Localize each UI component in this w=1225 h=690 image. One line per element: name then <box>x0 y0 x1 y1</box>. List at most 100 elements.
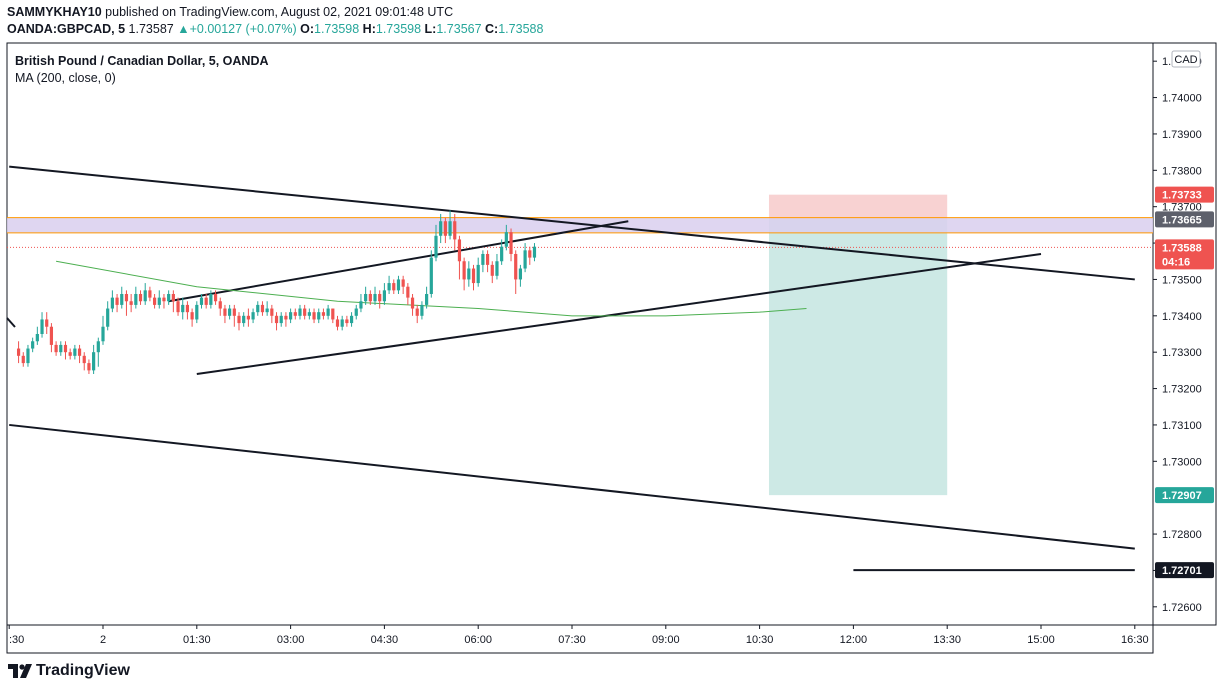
candle[interactable] <box>532 243 537 262</box>
candle[interactable] <box>429 250 433 298</box>
candle[interactable] <box>54 341 58 356</box>
candle[interactable] <box>73 344 77 360</box>
candle[interactable] <box>373 286 377 305</box>
candle[interactable] <box>349 312 354 327</box>
publisher-name[interactable]: SAMMYKHAY10 <box>7 5 102 19</box>
candle[interactable] <box>228 304 232 320</box>
candle[interactable] <box>115 293 119 313</box>
candle[interactable] <box>134 286 138 309</box>
candle[interactable] <box>181 297 185 320</box>
candle[interactable] <box>523 243 527 273</box>
candle[interactable] <box>448 210 452 240</box>
trendline-wedge-bottom[interactable] <box>196 252 1042 376</box>
candle[interactable] <box>368 290 372 305</box>
candle[interactable] <box>59 341 63 356</box>
candle[interactable] <box>232 304 236 327</box>
candle[interactable] <box>171 290 175 313</box>
candle[interactable] <box>500 239 504 265</box>
candle[interactable] <box>246 308 250 327</box>
candle[interactable] <box>425 286 429 309</box>
candle[interactable] <box>45 312 49 334</box>
candle[interactable] <box>96 337 100 367</box>
candle[interactable] <box>514 250 518 294</box>
price-tag[interactable]: 1.72701 <box>1155 562 1214 579</box>
price-tag[interactable]: 1.73665 <box>1155 211 1214 228</box>
candle[interactable] <box>124 290 129 316</box>
candle[interactable] <box>303 304 307 320</box>
candle[interactable] <box>21 352 25 367</box>
candle[interactable] <box>439 213 443 244</box>
tradingview-brand[interactable]: TradingView <box>8 662 130 680</box>
candle[interactable] <box>410 293 415 316</box>
candle[interactable] <box>260 301 265 316</box>
candle[interactable] <box>162 293 166 309</box>
candle[interactable] <box>138 290 143 305</box>
price-tag[interactable]: 1.72907 <box>1155 487 1214 504</box>
candle[interactable] <box>518 264 523 287</box>
candle[interactable] <box>87 359 91 375</box>
price-tag[interactable]: 1.73733 <box>1155 186 1214 203</box>
candle[interactable] <box>462 257 466 291</box>
candle[interactable] <box>209 290 213 309</box>
candle[interactable] <box>364 286 368 305</box>
candle[interactable] <box>265 301 269 316</box>
candle[interactable] <box>199 293 204 309</box>
stop-loss-zone[interactable] <box>768 194 948 220</box>
candle[interactable] <box>307 308 311 320</box>
candle[interactable] <box>406 283 410 305</box>
candle[interactable] <box>321 308 326 320</box>
candle[interactable] <box>185 301 190 320</box>
candle[interactable] <box>378 290 382 309</box>
plot-area[interactable] <box>6 42 1154 626</box>
candle[interactable] <box>434 224 438 262</box>
candle[interactable] <box>354 304 358 320</box>
candle[interactable] <box>476 257 480 287</box>
candle[interactable] <box>148 286 152 302</box>
currency-badge[interactable]: CAD <box>1171 50 1201 68</box>
candle[interactable] <box>251 308 255 324</box>
candle[interactable] <box>490 261 494 284</box>
price-tag[interactable]: 1.73588 04:16 <box>1155 239 1214 270</box>
candle[interactable] <box>218 297 222 316</box>
candle[interactable] <box>396 275 401 294</box>
candle[interactable] <box>382 283 386 305</box>
candle[interactable] <box>453 213 457 251</box>
candle[interactable] <box>77 344 82 364</box>
candle[interactable] <box>110 290 114 313</box>
candle[interactable] <box>481 250 485 273</box>
candle[interactable] <box>457 235 462 280</box>
candle[interactable] <box>495 253 499 280</box>
candle[interactable] <box>31 337 35 353</box>
candle[interactable] <box>504 224 508 251</box>
candle[interactable] <box>242 312 246 327</box>
candle[interactable] <box>152 293 157 309</box>
candle[interactable] <box>223 304 227 324</box>
candle[interactable] <box>92 344 96 375</box>
candle[interactable] <box>270 304 274 324</box>
trendline-channel-lower[interactable] <box>9 423 1135 550</box>
candle[interactable] <box>485 250 490 273</box>
price-axis[interactable] <box>1152 42 1217 626</box>
candle[interactable] <box>82 352 86 371</box>
candle[interactable] <box>106 301 110 331</box>
trendline-wedge-top[interactable] <box>168 220 629 303</box>
candle[interactable] <box>471 264 476 291</box>
candle[interactable] <box>401 275 405 294</box>
candle[interactable] <box>279 312 283 327</box>
candle[interactable] <box>40 312 44 338</box>
candle[interactable] <box>335 315 340 331</box>
candle[interactable] <box>213 290 218 305</box>
candle[interactable] <box>26 344 30 367</box>
candle[interactable] <box>176 297 180 316</box>
candle[interactable] <box>195 301 199 324</box>
candle[interactable] <box>237 312 241 331</box>
candle[interactable] <box>284 312 288 327</box>
candle[interactable] <box>143 283 147 305</box>
candle[interactable] <box>467 261 471 287</box>
candle[interactable] <box>443 217 447 244</box>
candle[interactable] <box>312 308 316 324</box>
candle[interactable] <box>256 301 260 316</box>
candle[interactable] <box>63 341 68 360</box>
candle[interactable] <box>49 323 54 353</box>
